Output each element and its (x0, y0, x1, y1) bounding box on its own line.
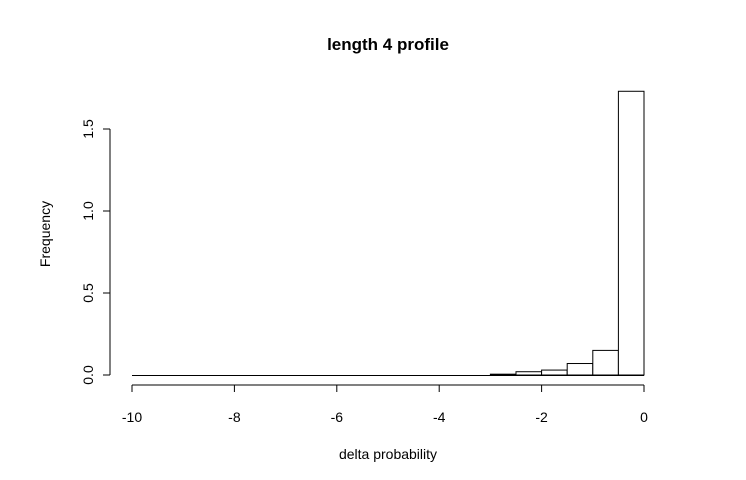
x-tick-label: 0 (640, 409, 648, 425)
x-tick-label: -6 (331, 409, 344, 425)
histogram-bar (617, 90, 645, 376)
histogram-bar (592, 349, 619, 376)
histogram-bar (566, 363, 594, 376)
y-tick-label: 0.0 (80, 365, 96, 385)
x-tick-label: -2 (535, 409, 548, 425)
histogram-bar (489, 373, 517, 376)
x-tick-label: -4 (433, 409, 446, 425)
histogram-bars (132, 90, 645, 376)
y-axis: 0.0 0.5 1.0 1.5 (80, 119, 111, 385)
y-axis-label: Frequency (37, 201, 53, 267)
x-axis: -10 -8 -6 -4 -2 0 (122, 384, 648, 425)
chart-title: length 4 profile (327, 35, 449, 54)
y-tick-label: 1.5 (80, 119, 96, 139)
x-axis-label: delta probability (339, 446, 437, 462)
histogram-bar (515, 371, 543, 376)
x-tick-label: -8 (228, 409, 241, 425)
y-tick-label: 0.5 (80, 283, 96, 303)
histogram-bar (541, 369, 568, 376)
y-tick-label: 1.0 (80, 201, 96, 221)
x-tick-label: -10 (122, 409, 142, 425)
